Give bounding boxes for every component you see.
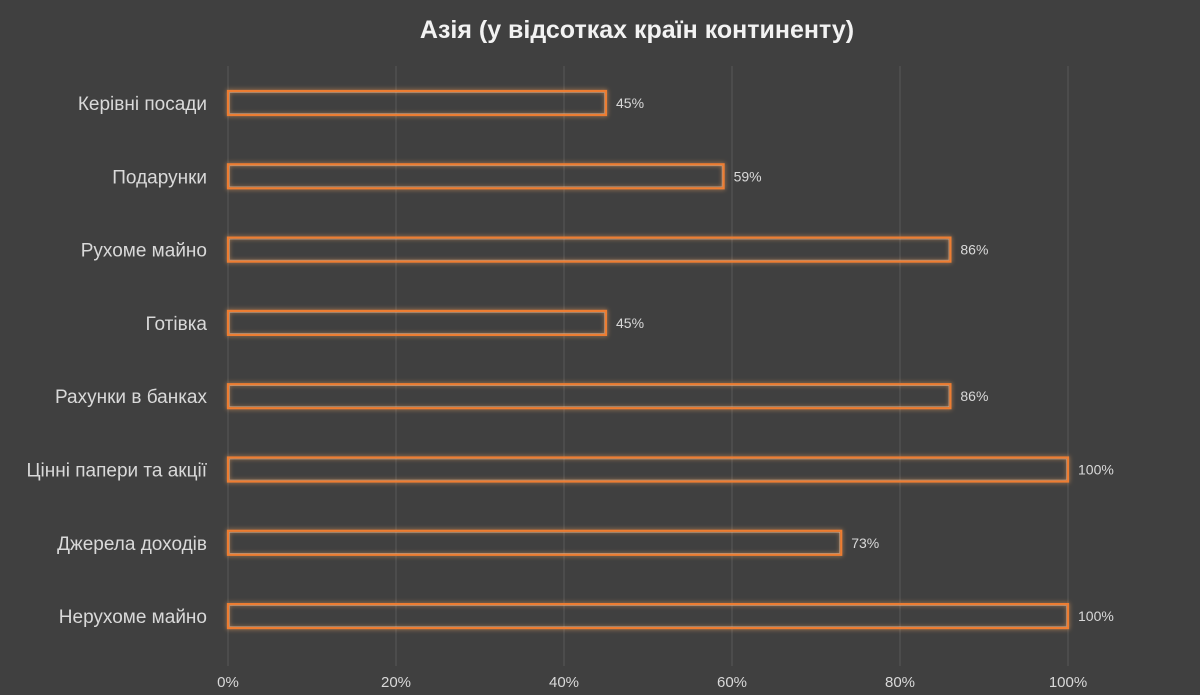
x-tick-label: 100% (1049, 674, 1087, 691)
bar (226, 602, 1070, 630)
bar (226, 529, 843, 556)
bar-highlight (229, 605, 1067, 627)
bar (226, 236, 952, 263)
bar-highlight (229, 165, 723, 188)
bar (226, 163, 725, 190)
x-tick-label: 0% (217, 674, 239, 691)
data-label: 100% (1078, 462, 1114, 478)
x-tick-label: 40% (549, 674, 579, 691)
data-label: 86% (960, 388, 988, 404)
category-label: Готівка (146, 314, 208, 335)
data-label: 86% (960, 242, 988, 258)
chart-title: Азія (у відсотках країн континенту) (420, 16, 854, 44)
data-label: 73% (851, 535, 879, 551)
bar-highlight (229, 312, 605, 334)
bar-highlight (229, 92, 605, 114)
bars (226, 89, 1070, 630)
category-label: Цінні папери та акції (26, 461, 207, 482)
data-label: 59% (734, 168, 762, 184)
category-label: Нерухоме майно (59, 607, 207, 628)
bar (226, 383, 952, 410)
category-label: Керівні посади (78, 94, 207, 115)
bar-highlight (229, 531, 841, 554)
bar (226, 89, 608, 117)
bar-highlight (229, 385, 950, 408)
gridlines (227, 66, 1069, 666)
data-label: 45% (616, 95, 644, 111)
category-label: Рахунки в банках (55, 387, 207, 408)
x-tick-label: 20% (381, 674, 411, 691)
x-tick-label: 80% (885, 674, 915, 691)
value-labels: 45% 59% 86% 45% 86% 100% 73% 100% (616, 95, 1114, 624)
category-labels: Керівні посади Подарунки Рухоме майно Готів… (26, 94, 207, 628)
data-label: 100% (1078, 608, 1114, 624)
x-axis-tick-labels: 0% 20% 40% 60% 80% 100% (217, 674, 1087, 691)
bar (226, 456, 1070, 483)
bar-highlight (229, 458, 1067, 481)
category-label: Подарунки (112, 167, 207, 188)
x-tick-label: 60% (717, 674, 747, 691)
data-label: 45% (616, 315, 644, 331)
category-label: Джерела доходів (57, 534, 207, 555)
category-label: Рухоме майно (81, 241, 207, 262)
bar-highlight (229, 238, 950, 261)
bar (226, 309, 608, 336)
